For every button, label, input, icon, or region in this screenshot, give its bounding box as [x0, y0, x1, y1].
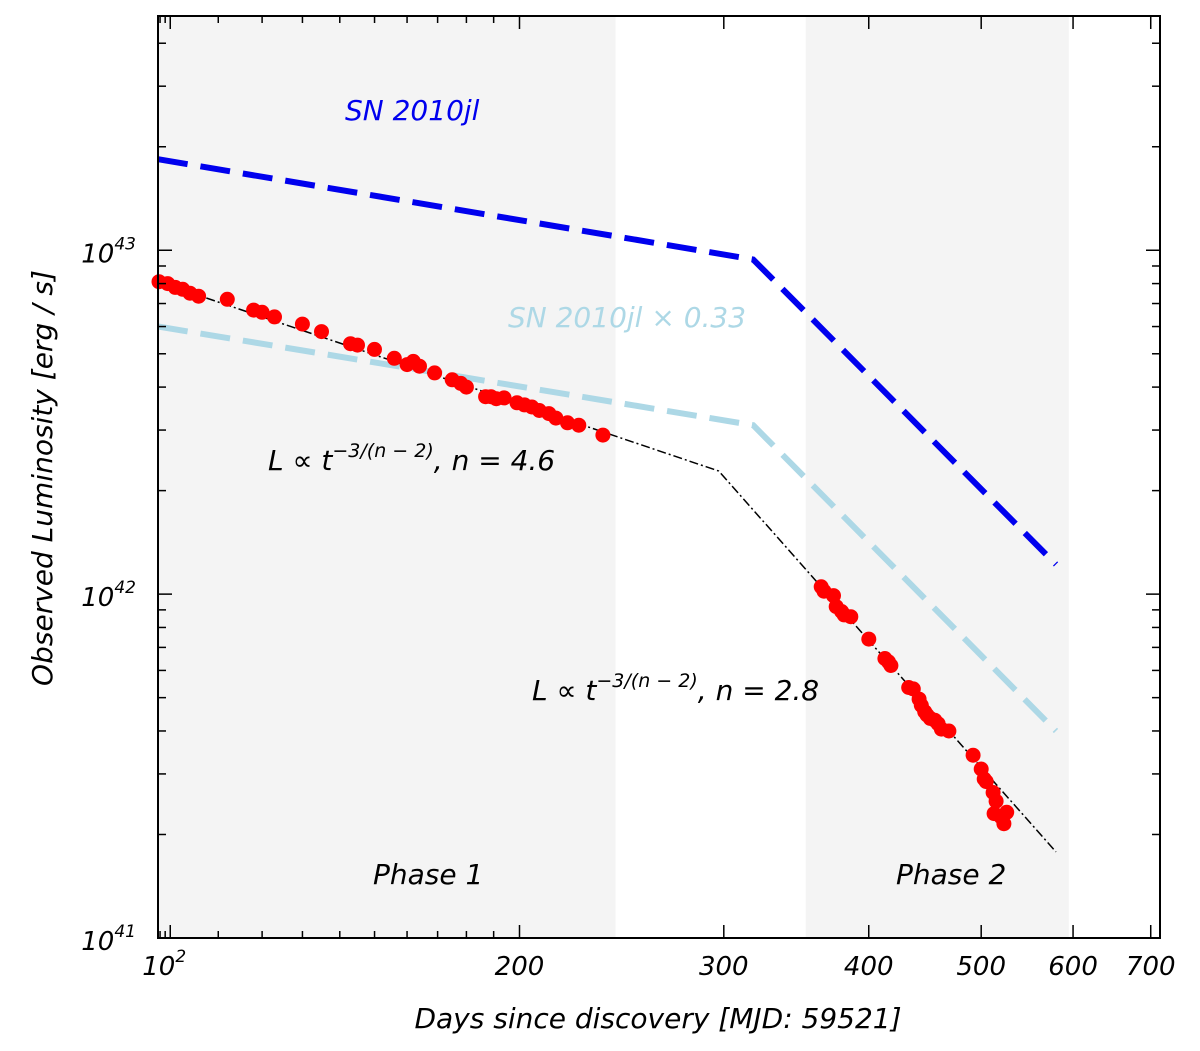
x-tick-label: 400	[844, 952, 894, 982]
fit-phase2-suffix: , n = 2.8	[698, 674, 819, 707]
y-tick-label-exp: 42	[114, 578, 136, 598]
data-point	[965, 747, 981, 763]
data-point	[267, 309, 282, 325]
plot-frame	[157, 15, 1161, 939]
data-point	[412, 358, 427, 374]
y-tick-label: 1042	[81, 578, 136, 613]
fit-phase2-exponent: −3/(n − 2)	[596, 670, 697, 692]
x-tick-label-exp: 2	[175, 947, 186, 967]
y-tick-label: 1043	[81, 234, 136, 269]
data-point	[427, 365, 443, 381]
data-point	[496, 390, 512, 406]
x-tick-label: 102	[142, 947, 186, 982]
sn2010jl-scaled-line	[157, 323, 1059, 734]
data-point	[941, 723, 957, 739]
data-point	[978, 774, 994, 790]
phase1-label: Phase 1	[373, 858, 483, 891]
phase2-label: Phase 2	[896, 858, 1006, 891]
fit-phase1-exponent: −3/(n − 2)	[332, 440, 433, 462]
y-axis-label: Observed Luminosity [erg / s]	[26, 270, 59, 686]
data-point	[294, 316, 310, 332]
data-point	[999, 804, 1015, 820]
data-point	[861, 631, 877, 647]
data-point	[350, 337, 365, 353]
data-point	[386, 350, 402, 366]
data-point	[367, 341, 382, 357]
x-tick-label: 700	[1126, 952, 1176, 982]
data-point	[219, 291, 235, 307]
data-point	[571, 417, 587, 433]
x-tick-label: 500	[956, 952, 1006, 982]
phase1-shade	[158, 16, 616, 938]
sn2010jl-line	[157, 156, 1059, 567]
data-point	[996, 816, 1012, 832]
fit-phase1-label: L ∝ t−3/(n − 2), n = 4.6	[268, 440, 555, 477]
x-tick-label: 300	[699, 952, 749, 982]
data-point	[191, 288, 207, 304]
data-point	[843, 609, 859, 625]
data-point	[988, 793, 1004, 809]
fit-phase1-prefix: L ∝ t	[268, 444, 333, 477]
data-point	[314, 324, 329, 340]
fit-phase2-prefix: L ∝ t	[532, 674, 597, 707]
x-tick-label: 200	[495, 952, 545, 982]
x-axis-label: Days since discovery [MJD: 59521]	[414, 1002, 901, 1035]
data-points	[151, 274, 1015, 832]
y-tick-label-exp: 43	[114, 234, 136, 254]
phase2-shade	[805, 16, 1069, 938]
phase-shading	[158, 16, 1069, 938]
y-tick-label-exp: 41	[114, 922, 136, 942]
sn2010jl-scaled-label: SN 2010jl × 0.33	[508, 301, 746, 334]
data-point	[883, 658, 899, 673]
data-point	[595, 427, 611, 443]
fit-phase2-label: L ∝ t−3/(n − 2), n = 2.8	[532, 670, 819, 707]
data-point	[458, 379, 474, 395]
x-tick-label: 600	[1048, 952, 1098, 982]
data-point	[548, 410, 564, 426]
fit-phase1-suffix: , n = 4.6	[434, 444, 555, 477]
data-point	[254, 304, 270, 320]
y-tick-label: 1041	[81, 922, 136, 957]
sn2010jl-label: SN 2010jl	[345, 94, 480, 127]
data-point	[560, 415, 575, 431]
